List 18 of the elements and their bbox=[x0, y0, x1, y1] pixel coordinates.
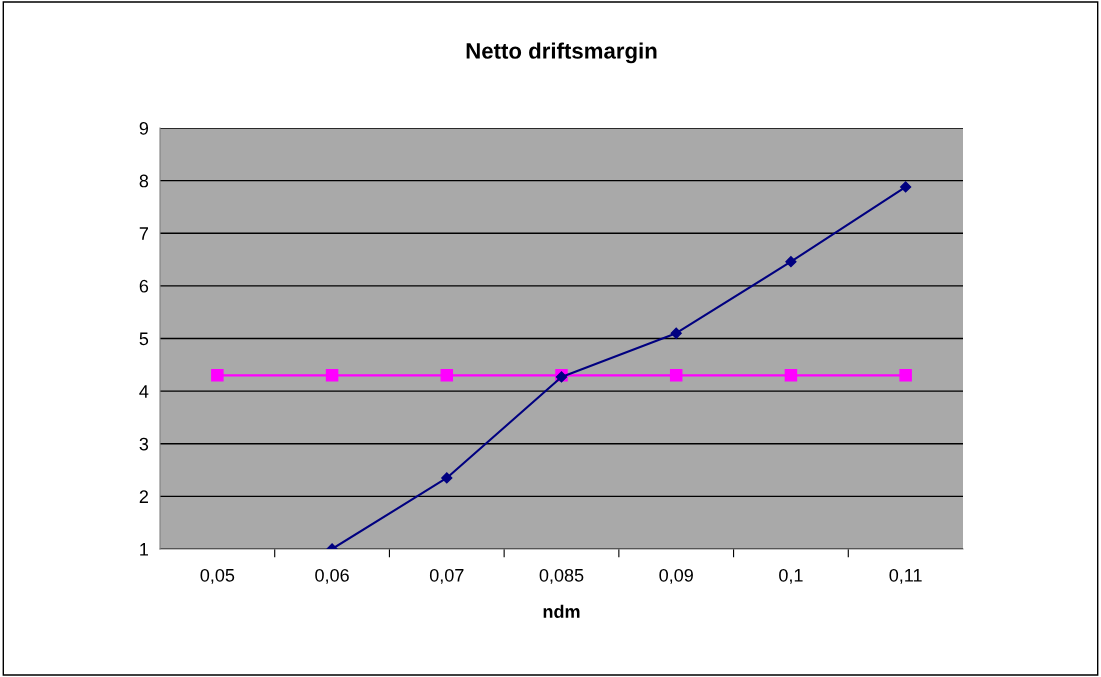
x-tick-label: 0,05 bbox=[200, 568, 235, 584]
x-tick-label: 0,1 bbox=[779, 568, 803, 584]
y-tick-label: 1 bbox=[140, 543, 149, 556]
x-tick-label: 0,09 bbox=[659, 568, 693, 584]
y-tick-label: 5 bbox=[139, 332, 149, 346]
x-tick-label: 0,07 bbox=[429, 568, 464, 584]
y-tick-label: 9 bbox=[139, 121, 149, 135]
x-tick-label: 0,06 bbox=[315, 568, 349, 584]
y-tick-label: 7 bbox=[139, 227, 148, 240]
y-tick-label: 4 bbox=[139, 385, 149, 398]
chart-title: Netto driftsmargin bbox=[466, 42, 657, 64]
y-tick-label: 8 bbox=[139, 174, 149, 188]
x-tick-label: 0,085 bbox=[539, 568, 584, 584]
y-tick-label: 6 bbox=[139, 279, 149, 293]
x-axis-title: ndm bbox=[543, 604, 580, 618]
x-tick-label: 0,11 bbox=[889, 568, 922, 584]
y-tick-label: 2 bbox=[139, 490, 148, 503]
y-tick-label: 3 bbox=[139, 437, 149, 451]
